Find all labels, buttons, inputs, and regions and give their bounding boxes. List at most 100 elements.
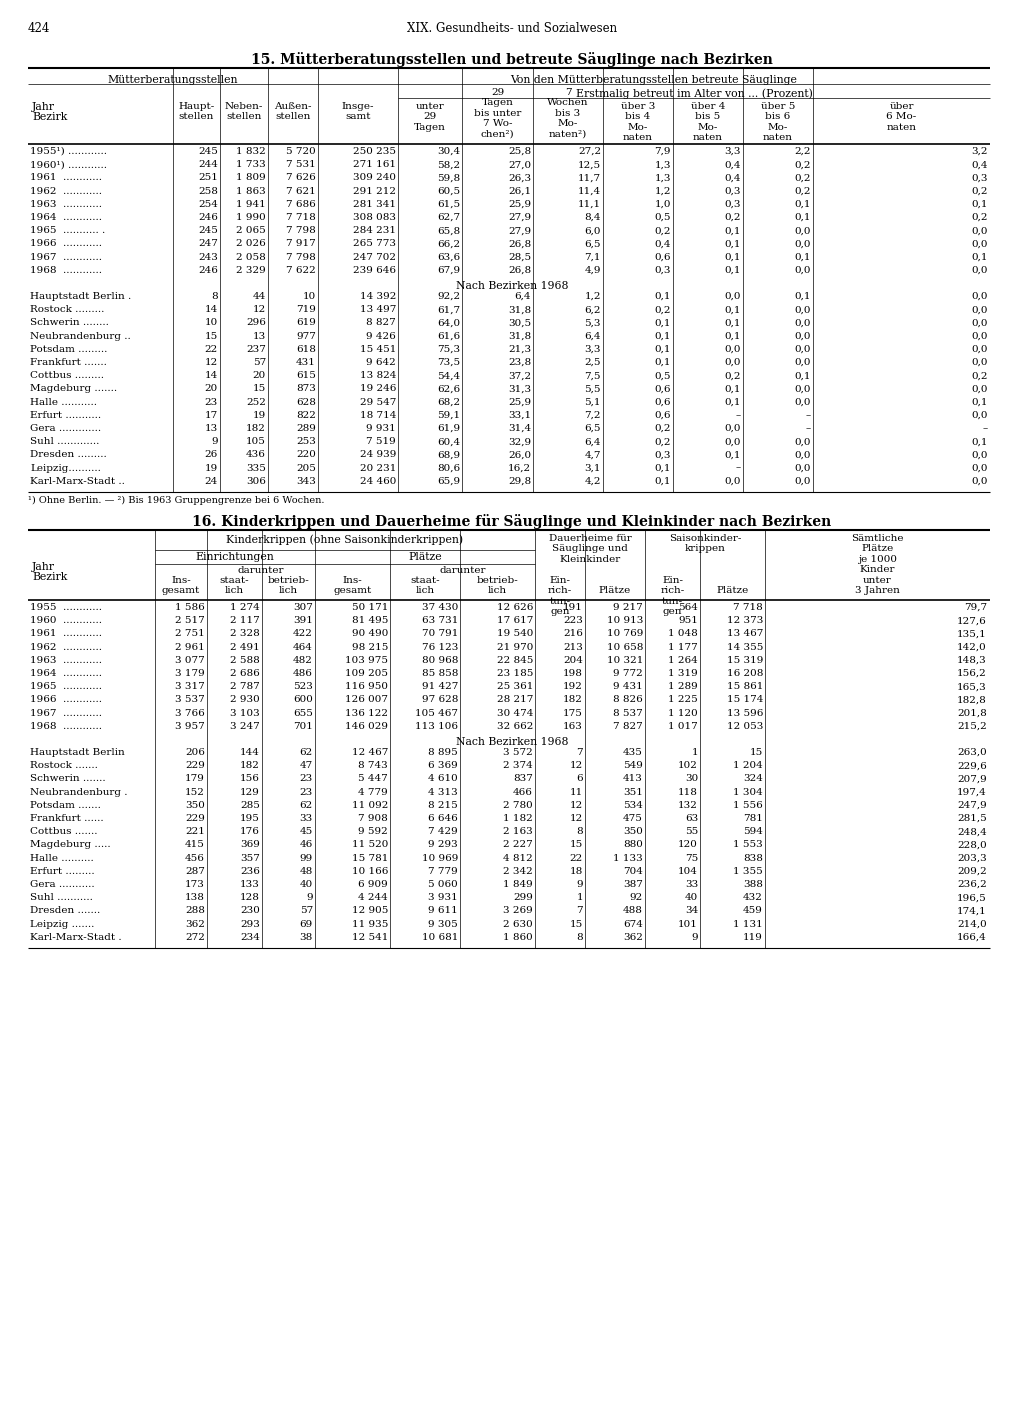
Text: 44: 44	[253, 292, 266, 301]
Text: 306: 306	[246, 476, 266, 486]
Text: 0,6: 0,6	[654, 397, 671, 407]
Text: 2 329: 2 329	[237, 265, 266, 275]
Text: Neubrandenburg .: Neubrandenburg .	[30, 787, 128, 797]
Text: 1,3: 1,3	[654, 160, 671, 169]
Text: 19: 19	[205, 464, 218, 472]
Text: 197,4: 197,4	[957, 787, 987, 797]
Text: 207,9: 207,9	[957, 774, 987, 783]
Text: –: –	[806, 411, 811, 420]
Text: 1955  ............: 1955 ............	[30, 603, 102, 613]
Text: Plätze: Plätze	[717, 586, 749, 596]
Text: 17 617: 17 617	[497, 617, 534, 625]
Text: 1 289: 1 289	[669, 682, 698, 691]
Text: 1 133: 1 133	[613, 854, 643, 862]
Text: 61,5: 61,5	[437, 200, 460, 208]
Text: 128: 128	[240, 893, 260, 902]
Text: Schwerin ........: Schwerin ........	[30, 319, 109, 328]
Text: 0,3: 0,3	[654, 265, 671, 275]
Text: 4,2: 4,2	[585, 476, 601, 486]
Text: Suhl .............: Suhl .............	[30, 437, 99, 447]
Text: 0,5: 0,5	[654, 213, 671, 223]
Text: 0,4: 0,4	[654, 240, 671, 248]
Text: 2 961: 2 961	[175, 642, 205, 652]
Text: Von den Mütterberatungsstellen betreute Säuglinge: Von den Mütterberatungsstellen betreute …	[511, 75, 798, 85]
Text: 1 304: 1 304	[733, 787, 763, 797]
Text: 2 780: 2 780	[503, 801, 534, 810]
Text: 357: 357	[240, 854, 260, 862]
Text: 0,6: 0,6	[654, 411, 671, 420]
Text: darunter: darunter	[238, 566, 285, 576]
Text: Erfurt .........: Erfurt .........	[30, 866, 94, 876]
Text: 0,1: 0,1	[654, 332, 671, 340]
Text: 90 490: 90 490	[351, 630, 388, 638]
Text: 6 909: 6 909	[358, 881, 388, 889]
Text: 2 328: 2 328	[230, 630, 260, 638]
Text: über 3
bis 4
Mo-
naten: über 3 bis 4 Mo- naten	[621, 102, 655, 142]
Text: 8: 8	[577, 827, 583, 837]
Text: 118: 118	[678, 787, 698, 797]
Text: 0,0: 0,0	[972, 464, 988, 472]
Text: 1962  ............: 1962 ............	[30, 642, 102, 652]
Text: 133: 133	[240, 881, 260, 889]
Text: 880: 880	[624, 841, 643, 849]
Text: 32 662: 32 662	[497, 722, 534, 730]
Text: 8 826: 8 826	[613, 695, 643, 705]
Text: Außen-
stellen: Außen- stellen	[274, 102, 311, 122]
Text: 64,0: 64,0	[437, 319, 460, 328]
Text: 15 319: 15 319	[727, 655, 763, 665]
Text: 20 231: 20 231	[359, 464, 396, 472]
Text: 0,1: 0,1	[654, 357, 671, 367]
Text: 12 053: 12 053	[727, 722, 763, 730]
Text: Neben-
stellen: Neben- stellen	[225, 102, 263, 122]
Text: 30,5: 30,5	[508, 319, 531, 328]
Text: 216: 216	[563, 630, 583, 638]
Text: Erstmalig betreut im Alter von ... (Prozent): Erstmalig betreut im Alter von ... (Proz…	[575, 88, 812, 99]
Text: 362: 362	[624, 933, 643, 942]
Text: 13 467: 13 467	[727, 630, 763, 638]
Text: Hauptstadt Berlin .: Hauptstadt Berlin .	[30, 292, 131, 301]
Text: 7 531: 7 531	[287, 160, 316, 169]
Text: 1960  ............: 1960 ............	[30, 617, 102, 625]
Text: 8,4: 8,4	[585, 213, 601, 223]
Text: 618: 618	[296, 345, 316, 354]
Text: 719: 719	[296, 305, 316, 315]
Text: 12: 12	[569, 761, 583, 770]
Text: 60,5: 60,5	[437, 187, 460, 196]
Text: 296: 296	[246, 319, 266, 328]
Text: 1965  ............: 1965 ............	[30, 682, 102, 691]
Text: 3 317: 3 317	[175, 682, 205, 691]
Text: 50 171: 50 171	[351, 603, 388, 613]
Text: 0,4: 0,4	[725, 160, 741, 169]
Text: 1 274: 1 274	[230, 603, 260, 613]
Text: 0,0: 0,0	[795, 305, 811, 315]
Text: –: –	[736, 464, 741, 472]
Text: 126 007: 126 007	[345, 695, 388, 705]
Text: 246: 246	[198, 265, 218, 275]
Text: 291 212: 291 212	[353, 187, 396, 196]
Text: 250 235: 250 235	[353, 147, 396, 156]
Text: 179: 179	[185, 774, 205, 783]
Text: 196,5: 196,5	[957, 893, 987, 902]
Text: 45: 45	[300, 827, 313, 837]
Text: 674: 674	[624, 920, 643, 929]
Text: 146 029: 146 029	[345, 722, 388, 730]
Text: 308 083: 308 083	[353, 213, 396, 223]
Text: 103 975: 103 975	[345, 655, 388, 665]
Text: 7 917: 7 917	[287, 240, 316, 248]
Text: 1 017: 1 017	[669, 722, 698, 730]
Text: 209,2: 209,2	[957, 866, 987, 876]
Text: 104: 104	[678, 866, 698, 876]
Text: 27,9: 27,9	[508, 213, 531, 223]
Text: 10 681: 10 681	[422, 933, 458, 942]
Text: 0,1: 0,1	[725, 252, 741, 261]
Text: 9 592: 9 592	[358, 827, 388, 837]
Text: 213: 213	[563, 642, 583, 652]
Text: 3,1: 3,1	[585, 464, 601, 472]
Text: Suhl ...........: Suhl ...........	[30, 893, 93, 902]
Text: 229,6: 229,6	[957, 761, 987, 770]
Text: 65,8: 65,8	[437, 227, 460, 235]
Text: 7 686: 7 686	[287, 200, 316, 208]
Text: 3 537: 3 537	[175, 695, 205, 705]
Text: 655: 655	[293, 709, 313, 718]
Text: 92: 92	[630, 893, 643, 902]
